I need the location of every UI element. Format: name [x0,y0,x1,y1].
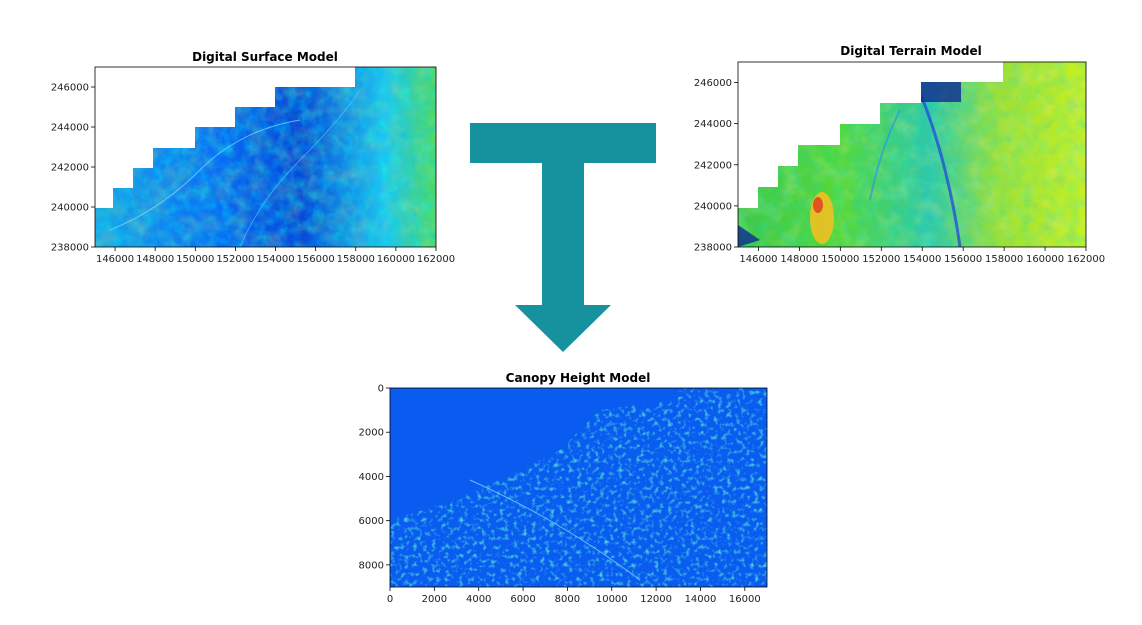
chm-x-tick-label: 12000 [640,594,672,605]
chm-title: Canopy Height Model [506,371,651,385]
dtm-y-tick-label: 240000 [694,201,732,212]
chm-y-tick-label: 4000 [359,472,384,483]
chm-x-tick-label: 2000 [422,594,447,605]
dsm-raster [95,67,436,247]
dtm-panel: Digital Terrain Model 146000 148000 150000… [694,44,1105,265]
dsm-x-tick-label: 152000 [216,254,254,265]
dtm-x-tick-label: 154000 [903,254,941,265]
dtm-title: Digital Terrain Model [840,44,981,58]
dtm-y-tick-label: 246000 [694,78,732,89]
dsm-y-tick-label: 244000 [51,123,89,134]
dsm-x-tick-label: 162000 [417,254,455,265]
chm-panel: Canopy Height Model 0 2000 4000 6000 8000 100… [359,371,768,605]
chm-x-tick-label: 10000 [596,594,628,605]
dtm-x-tick-label: 148000 [780,254,818,265]
chm-x-tick-label: 16000 [729,594,761,605]
dtm-x-tick-label: 160000 [1026,254,1064,265]
dsm-x-tick-label: 160000 [377,254,415,265]
chm-y-tick-label: 6000 [359,516,384,527]
dtm-x-tick-label: 152000 [862,254,900,265]
dsm-title: Digital Surface Model [192,50,338,64]
dsm-x-tick-label: 154000 [256,254,294,265]
chm-y-tick-label: 0 [378,384,384,395]
dsm-panel: Digital Surface Model 146000 148000 150000… [51,50,455,265]
dtm-y-tick-label: 242000 [694,160,732,171]
dsm-y-tick-label: 242000 [51,163,89,174]
dtm-axes-frame [737,61,1087,248]
chm-x-ticks: 0 2000 4000 6000 8000 10000 12000 14000 16000 [387,587,761,605]
dsm-axes-frame [94,66,437,248]
dtm-raster [738,62,1086,247]
chm-x-tick-label: 6000 [510,594,535,605]
dtm-x-ticks: 146000 148000 150000 152000 154000 156000 1580… [739,247,1105,265]
chm-raster [390,388,767,587]
dsm-y-tick-label: 238000 [51,243,89,254]
dsm-x-tick-label: 150000 [176,254,214,265]
dtm-y-tick-label: 244000 [694,119,732,130]
dtm-y-tick-label: 238000 [694,243,732,254]
down-arrow-icon [470,123,656,352]
chm-x-tick-label: 0 [387,594,393,605]
dtm-x-tick-label: 158000 [985,254,1023,265]
t-arrow [470,123,656,352]
dsm-y-ticks: 238000 240000 242000 244000 246000 [51,83,95,254]
dtm-y-ticks: 238000 240000 242000 244000 246000 [694,78,738,254]
chm-x-tick-label: 4000 [466,594,491,605]
dsm-x-ticks: 146000 148000 150000 152000 154000 156000 1580… [96,247,455,265]
dsm-x-tick-label: 158000 [337,254,375,265]
chm-x-tick-label: 8000 [555,594,580,605]
chm-y-ticks: 0 2000 4000 6000 8000 [359,384,390,571]
chm-axes-frame [389,387,768,588]
dsm-y-tick-label: 246000 [51,83,89,94]
dsm-y-tick-label: 240000 [51,203,89,214]
dtm-x-tick-label: 162000 [1067,254,1105,265]
chm-x-tick-label: 14000 [685,594,717,605]
dsm-x-tick-label: 146000 [96,254,134,265]
dtm-x-tick-label: 146000 [739,254,777,265]
dtm-x-tick-label: 150000 [821,254,859,265]
chm-y-tick-label: 2000 [359,428,384,439]
dsm-x-tick-label: 148000 [136,254,174,265]
dsm-x-tick-label: 156000 [297,254,335,265]
chm-y-tick-label: 8000 [359,560,384,571]
dtm-x-tick-label: 156000 [944,254,982,265]
